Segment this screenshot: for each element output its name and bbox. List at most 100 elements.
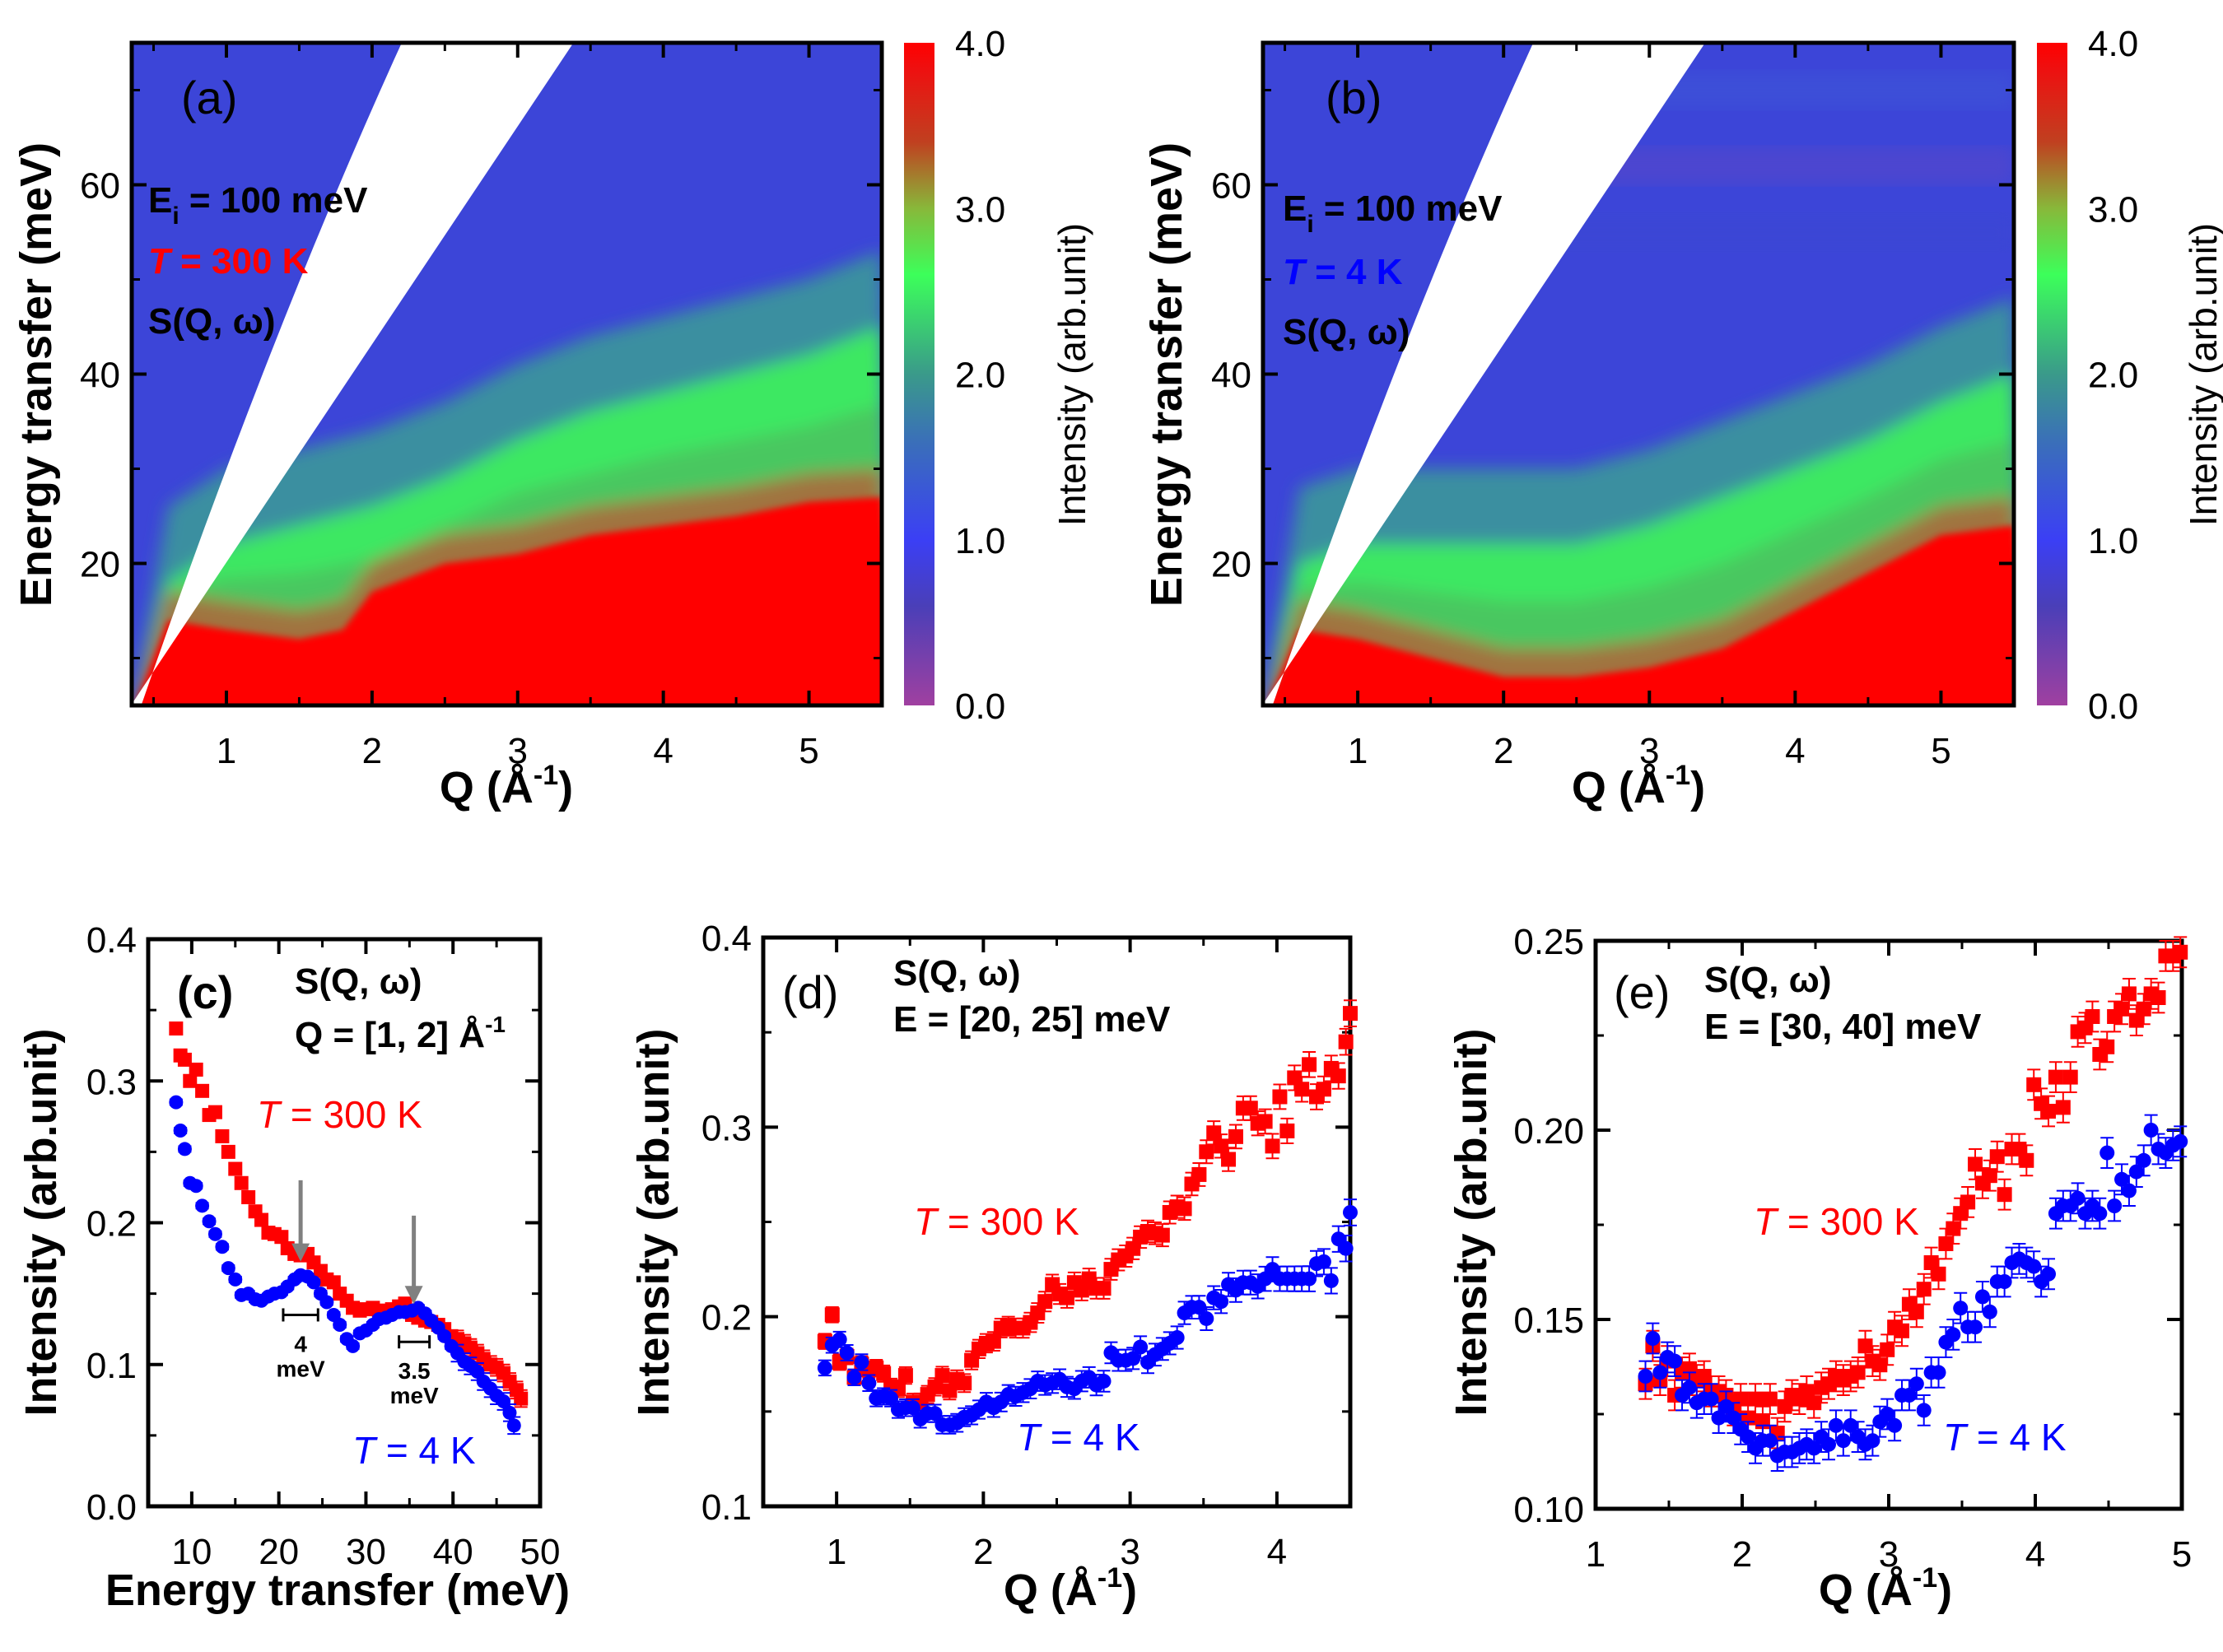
colorbar-ticks-b: 0.0 1.0 2.0 3.0 4.0 [2088, 24, 2138, 727]
heatmap-red-region-b [1266, 525, 2014, 705]
data-point-square [1228, 1128, 1243, 1144]
x-tick-label-e: 2 [1732, 1534, 1752, 1575]
data-point-square [1850, 1365, 1866, 1380]
data-point-square [2121, 986, 2137, 1002]
data-point-square [189, 1062, 203, 1077]
data-point-square [1908, 1304, 1924, 1319]
data-point-square [1696, 1369, 1712, 1384]
data-point-circle [228, 1272, 243, 1287]
y-tick-label-e: 0.20 [1513, 1111, 1584, 1152]
data-point-square [2062, 1069, 2078, 1085]
data-point-circle [173, 1124, 188, 1138]
data-point-circle [1199, 1310, 1214, 1326]
ticks-b: 1 2 3 4 5 20 40 60 [1211, 43, 2016, 771]
data-point-square [254, 1212, 269, 1227]
data-point-circle [1133, 1339, 1149, 1355]
data-point-square [169, 1021, 184, 1036]
x-tick-label-c: 20 [259, 1532, 299, 1572]
data-point-square [1916, 1282, 1932, 1297]
colorbar-title-a: Intensity (arb.unit) [1051, 223, 1093, 526]
panel-label-b: (b) [1326, 72, 1382, 123]
data-point-square [1938, 1236, 1954, 1251]
data-point-circle [1214, 1294, 1229, 1310]
x-tick-label-e: 1 [1586, 1534, 1606, 1575]
data-point-circle [1974, 1289, 1990, 1305]
data-point-square [2114, 1001, 2130, 1017]
data-point-circle [1968, 1319, 1983, 1335]
data-point-circle [2121, 1183, 2137, 1198]
heatmap-core-a [135, 497, 882, 705]
data-point-square [1806, 1395, 1822, 1411]
data-point-circle [221, 1261, 235, 1276]
data-point-square [1265, 1138, 1280, 1154]
data-point-square [942, 1383, 958, 1398]
data-point-square [2048, 1069, 2063, 1085]
x-tick-label-a: 3 [508, 731, 528, 771]
data-point-square [2136, 1001, 2151, 1017]
y-tick-label-c: 0.3 [86, 1062, 137, 1102]
x-tick-label-e: 5 [2172, 1534, 2192, 1575]
x-tick-label-b: 4 [1785, 731, 1805, 771]
panel-label-a: (a) [181, 72, 237, 123]
y-tick-label-d: 0.1 [701, 1487, 752, 1528]
data-point-circle [2136, 1152, 2151, 1168]
data-point-square [1177, 1201, 1192, 1217]
colorbar-tick-label-a: 2.0 [955, 356, 1005, 396]
data-point-circle [1191, 1300, 1207, 1315]
x-tick-label-c: 30 [346, 1532, 386, 1572]
y-axis-title-e: Intensity (arb.unit) [1447, 1029, 1496, 1417]
colorbar-tick-label-b: 2.0 [2088, 356, 2138, 396]
data-point-square [2151, 990, 2166, 1005]
data-point-square [1242, 1101, 1258, 1116]
y-tick-label-a: 60 [80, 166, 120, 207]
y-tick-label-e: 0.10 [1513, 1490, 1584, 1530]
x-axis-title-d: Q (Å-1) [1004, 1562, 1137, 1615]
data-point-square [1191, 1166, 1207, 1182]
data-point-square [1221, 1152, 1237, 1167]
colorbar-ticks-a: 0.0 1.0 2.0 3.0 4.0 [955, 24, 1005, 727]
data-point-square [221, 1144, 235, 1159]
colorbar-tick-label-b: 0.0 [2088, 686, 2138, 727]
y-tick-label-c: 0.1 [86, 1346, 137, 1386]
data-point-square [2026, 1077, 2042, 1092]
x-tick-label-a: 1 [217, 731, 236, 771]
x-axis-title-c: Energy transfer (meV) [105, 1566, 570, 1615]
panel-e: 1 2 3 4 5 0.10 0.15 0.20 0.25 (e) S(Q, ω) E = [3… [1447, 922, 2192, 1615]
data-point-square [1872, 1357, 1888, 1373]
data-point-square [1302, 1057, 1317, 1073]
series-c [169, 1021, 529, 1436]
data-point-square [1880, 1342, 1895, 1357]
panel-a: 1 2 3 4 5 20 40 60 (a) Ei = 100 meV T = 300 K S… [12, 24, 1093, 812]
data-point-circle [333, 1318, 347, 1333]
data-point-circle [1638, 1369, 1653, 1384]
data-point-circle [189, 1179, 203, 1194]
y-tick-label-b: 60 [1211, 166, 1251, 207]
colorbar-a [904, 43, 934, 705]
ticks-c: 10 20 30 40 50 0.0 0.1 0.2 0.3 0.4 [86, 920, 561, 1572]
data-point-square [1294, 1082, 1310, 1097]
series-d-300k [817, 999, 1358, 1412]
data-point-square [1894, 1323, 1910, 1338]
x-tick-label-a: 2 [362, 731, 382, 771]
data-point-square [957, 1375, 972, 1391]
sqw-label-c: S(Q, ω) [295, 961, 422, 1002]
data-point-circle [177, 1142, 192, 1156]
data-point-square [876, 1366, 892, 1381]
data-point-circle [2173, 1133, 2188, 1149]
data-point-square [2019, 1152, 2034, 1168]
data-point-square [1037, 1294, 1053, 1310]
x-tick-label-b: 2 [1494, 731, 1513, 771]
data-point-circle [1946, 1327, 1961, 1343]
data-point-circle [1316, 1254, 1331, 1269]
temperature-label-a: T = 300 K [148, 241, 309, 282]
data-point-square [934, 1368, 950, 1384]
data-point-circle [1997, 1274, 2012, 1289]
data-point-square [1968, 1156, 1983, 1172]
width-label-value: 3.5 [398, 1358, 431, 1384]
y-tick-label-d: 0.4 [701, 919, 752, 959]
data-point-square [1287, 1070, 1303, 1086]
y-tick-label-b: 20 [1211, 545, 1251, 585]
y-axis-title-a: Energy transfer (meV) [12, 142, 61, 607]
data-point-circle [1096, 1373, 1112, 1389]
y-axis-title-c: Intensity (arb.unit) [16, 1029, 66, 1417]
